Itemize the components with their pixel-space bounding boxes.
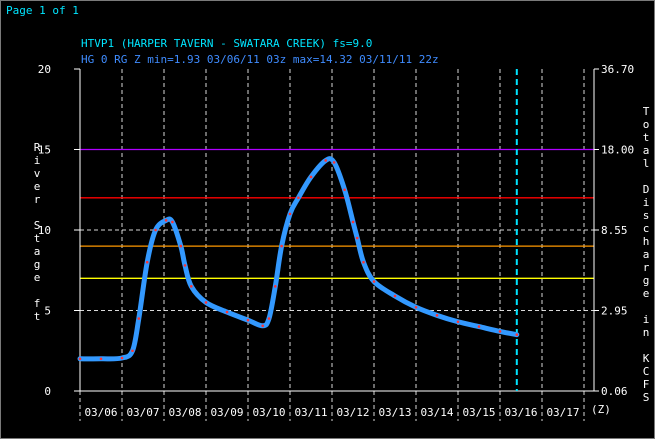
y-tick-label: 15 bbox=[38, 144, 51, 157]
x-tick-label: 03/08 bbox=[168, 406, 201, 419]
stage-data-point bbox=[267, 317, 271, 320]
stage-data-point bbox=[131, 349, 134, 353]
threshold-layer bbox=[80, 148, 594, 279]
stage-data-point bbox=[372, 280, 376, 283]
x-tick-label: 03/16 bbox=[504, 406, 537, 419]
stage-data-point bbox=[324, 159, 328, 162]
x-tick-label: 03/09 bbox=[210, 406, 243, 419]
series-layer bbox=[77, 69, 520, 391]
stage-data-point bbox=[145, 260, 149, 264]
stage-data-point bbox=[179, 244, 183, 248]
y-tick-label: 5 bbox=[44, 305, 51, 318]
stage-data-point bbox=[456, 320, 460, 324]
stage-data-point bbox=[274, 285, 277, 288]
x-axis-time-zone: (Z) bbox=[591, 403, 611, 416]
x-tick-label: 03/13 bbox=[378, 406, 411, 419]
stage-data-point bbox=[332, 161, 336, 164]
stage-data-point bbox=[164, 219, 168, 222]
stage-data-point bbox=[343, 188, 346, 192]
x-tick-label: 03/06 bbox=[84, 406, 117, 419]
chart-title: HTVP1 (HARPER TAVERN - SWATARA CREEK) fs… bbox=[81, 37, 372, 50]
x-tick-label: 03/11 bbox=[294, 406, 327, 419]
stage-data-point bbox=[246, 318, 250, 322]
stage-data-point bbox=[362, 260, 365, 264]
y-tick-label: 0 bbox=[44, 385, 51, 398]
page-label: Page 1 of 1 bbox=[6, 4, 79, 17]
y2-tick-label: 0.06 bbox=[601, 385, 628, 398]
x-tick-label: 03/07 bbox=[126, 406, 159, 419]
y2-axis-title: T o t a l D i s c h a r g e i n K C F S bbox=[642, 105, 650, 404]
stage-data-point bbox=[515, 333, 519, 336]
stage-data-point bbox=[183, 264, 187, 267]
x-tick-label: 03/14 bbox=[420, 406, 453, 419]
y2-tick-label: 8.55 bbox=[601, 224, 628, 237]
y-tick-label: 10 bbox=[38, 224, 51, 237]
stage-data-point bbox=[280, 244, 283, 248]
y2-tick-label: 2.95 bbox=[601, 305, 628, 318]
tick-label-layer: 03/06 03/07 03/08 03/09 03/10 03/11 03/12 03/13… bbox=[38, 63, 634, 419]
stage-data-point bbox=[261, 324, 265, 328]
y2-tick-label: 18.00 bbox=[601, 144, 634, 157]
stage-data-point bbox=[288, 212, 292, 216]
stage-data-point bbox=[78, 357, 82, 361]
axes-layer bbox=[74, 68, 599, 421]
x-tick-label: 03/10 bbox=[252, 406, 285, 419]
stage-series-line bbox=[77, 156, 520, 362]
stage-data-point bbox=[309, 175, 313, 179]
x-tick-label: 03/15 bbox=[462, 406, 495, 419]
stage-data-point bbox=[99, 357, 103, 361]
stage-data-point bbox=[355, 236, 359, 240]
stage-data-point bbox=[414, 305, 418, 309]
stage-data-point bbox=[204, 301, 208, 304]
x-tick-label: 03/17 bbox=[546, 406, 579, 419]
stage-data-point bbox=[297, 196, 300, 200]
stage-data-point bbox=[154, 228, 157, 232]
stage-data-point bbox=[225, 310, 229, 314]
stage-data-point bbox=[190, 285, 193, 288]
stage-data-point bbox=[171, 220, 174, 224]
stage-data-point bbox=[498, 330, 502, 333]
x-tick-label: 03/12 bbox=[336, 406, 369, 419]
y-axis-title: R i v e r S t a g e f t bbox=[33, 141, 41, 323]
chart-subtitle: HG 0 RG Z min=1.93 03/06/11 03z max=14.3… bbox=[81, 53, 439, 66]
y2-tick-label: 36.70 bbox=[601, 63, 634, 76]
stage-data-point bbox=[137, 317, 141, 320]
stage-data-point bbox=[435, 314, 439, 317]
stage-data-point bbox=[477, 325, 481, 328]
stage-data-point bbox=[393, 294, 397, 298]
y-tick-label: 20 bbox=[38, 63, 51, 76]
stage-data-point bbox=[120, 356, 124, 360]
stage-data-point bbox=[351, 220, 355, 224]
